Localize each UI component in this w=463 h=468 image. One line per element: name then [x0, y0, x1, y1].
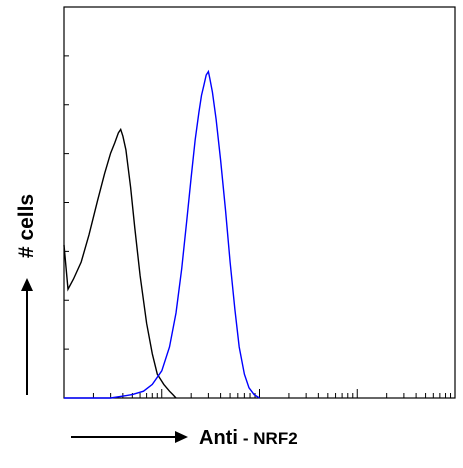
plot-frame	[63, 6, 456, 399]
x-axis-label-main: Anti	[199, 427, 238, 449]
series-line-control	[63, 127, 177, 399]
x-axis-label: Anti - NRF2	[199, 427, 298, 449]
y-axis-label: # cells	[15, 194, 38, 258]
y-axis-arrow	[21, 278, 33, 395]
y-ticks	[64, 55, 69, 350]
x-axis-label-suffix: - NRF2	[243, 429, 298, 448]
x-axis-arrow	[71, 431, 188, 443]
series-line-nrf2	[64, 69, 260, 399]
